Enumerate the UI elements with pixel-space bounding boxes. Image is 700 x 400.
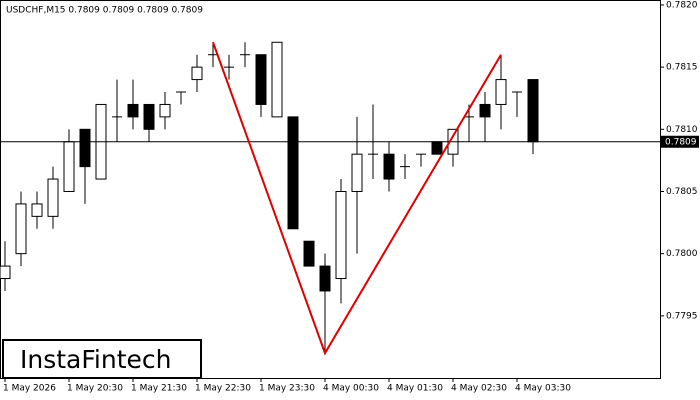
y-tick-label: 0.7815 — [666, 63, 698, 73]
y-tick-label: 0.7795 — [666, 311, 698, 321]
candle-body — [383, 153, 395, 180]
candle-body — [79, 128, 91, 168]
candle-body — [271, 41, 283, 118]
plot-frame — [0, 0, 661, 379]
candle-body — [31, 203, 43, 217]
last-price-box — [661, 135, 699, 148]
y-tick-label: 0.7810 — [666, 125, 698, 135]
candle-body — [143, 103, 155, 130]
chart-title: USDCHF,M15 0.7809 0.7809 0.7809 0.7809 — [6, 6, 203, 16]
x-tick-label: 4 May 01:30 — [387, 384, 443, 394]
x-tick-label: 1 May 21:30 — [131, 384, 187, 394]
logo-box — [2, 339, 202, 379]
x-tick-label: 4 May 00:30 — [323, 384, 379, 394]
last-price-label: 0.7809 — [665, 137, 697, 147]
candle-body — [431, 141, 443, 155]
candle-body — [159, 103, 171, 118]
logo: InstaFintech — [20, 345, 172, 374]
y-tick-label: 0.7805 — [666, 187, 698, 197]
candle-body — [127, 103, 139, 118]
y-tick-label: 0.7820 — [666, 0, 698, 10]
x-tick-label: 4 May 02:30 — [451, 384, 507, 394]
candle-body — [287, 116, 299, 230]
candle-body — [527, 79, 539, 143]
pattern-line — [212, 41, 502, 356]
candle-body — [479, 103, 491, 118]
x-tick-label: 1 May 20:30 — [67, 384, 123, 394]
x-tick-label: 1 May 22:30 — [195, 384, 251, 394]
candle-body — [15, 203, 27, 255]
candle-body — [191, 66, 203, 81]
candle-body — [255, 54, 267, 105]
x-tick-label: 4 May 03:30 — [515, 384, 571, 394]
x-tick-label: 1 May 23:30 — [259, 384, 315, 394]
candle-body — [495, 79, 507, 105]
candle-body — [47, 178, 59, 217]
candle-body — [303, 240, 315, 267]
x-tick-label: 1 May 2026 — [3, 384, 56, 394]
candle-body — [335, 190, 347, 280]
candle-body — [0, 265, 11, 280]
y-tick-label: 0.7800 — [666, 249, 698, 259]
candle-body — [319, 265, 331, 292]
candle-body — [351, 153, 363, 192]
candle-body — [63, 141, 75, 192]
